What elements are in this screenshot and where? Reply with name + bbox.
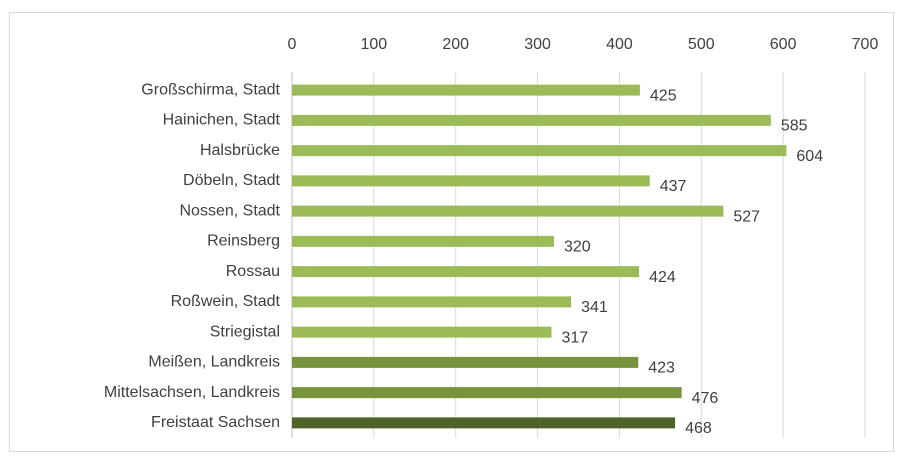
y-tick-label: Halsbrücke bbox=[200, 142, 280, 159]
data-label: 425 bbox=[650, 87, 677, 104]
data-label: 585 bbox=[781, 118, 808, 135]
y-tick-label: Rossau bbox=[226, 263, 280, 280]
bar bbox=[292, 326, 552, 338]
data-label: 423 bbox=[648, 360, 675, 377]
bar bbox=[292, 175, 650, 187]
y-tick-label: Großschirma, Stadt bbox=[141, 81, 280, 98]
x-tick-label: 700 bbox=[852, 36, 879, 53]
x-tick-label: 600 bbox=[770, 36, 797, 53]
x-tick-label: 500 bbox=[688, 36, 715, 53]
bar bbox=[292, 266, 640, 278]
y-tick-label: Hainichen, Stadt bbox=[163, 112, 281, 129]
y-tick-label: Reinsberg bbox=[207, 233, 280, 250]
y-tick-label: Meißen, Landkreis bbox=[148, 354, 280, 371]
bar bbox=[292, 84, 640, 96]
y-tick-label: Nossen, Stadt bbox=[180, 202, 281, 219]
x-tick-label: 200 bbox=[442, 36, 469, 53]
data-label: 341 bbox=[581, 299, 608, 316]
y-tick-label: Roßwein, Stadt bbox=[171, 293, 281, 310]
x-tick-label: 400 bbox=[606, 36, 633, 53]
x-tick-label: 100 bbox=[361, 36, 388, 53]
y-tick-label: Striegistal bbox=[210, 323, 280, 340]
data-label: 320 bbox=[564, 239, 591, 256]
y-tick-label: Mittelsachsen, Landkreis bbox=[104, 384, 280, 401]
y-tick-label: Freistaat Sachsen bbox=[151, 414, 280, 431]
bar bbox=[292, 296, 572, 308]
data-label: 437 bbox=[660, 178, 687, 195]
bar bbox=[292, 356, 639, 368]
data-label: 468 bbox=[685, 420, 712, 437]
data-label: 527 bbox=[733, 208, 760, 225]
data-label: 424 bbox=[649, 269, 676, 286]
y-tick-label: Döbeln, Stadt bbox=[183, 172, 281, 189]
bar bbox=[292, 114, 771, 126]
bar bbox=[292, 205, 724, 217]
data-label: 604 bbox=[796, 148, 823, 165]
bar bbox=[292, 387, 682, 399]
data-label: 317 bbox=[561, 329, 588, 346]
data-label: 476 bbox=[692, 390, 719, 407]
bar bbox=[292, 417, 676, 429]
bar bbox=[292, 235, 554, 247]
bar bbox=[292, 145, 787, 157]
x-tick-label: 300 bbox=[524, 36, 551, 53]
x-tick-label: 0 bbox=[288, 36, 297, 53]
